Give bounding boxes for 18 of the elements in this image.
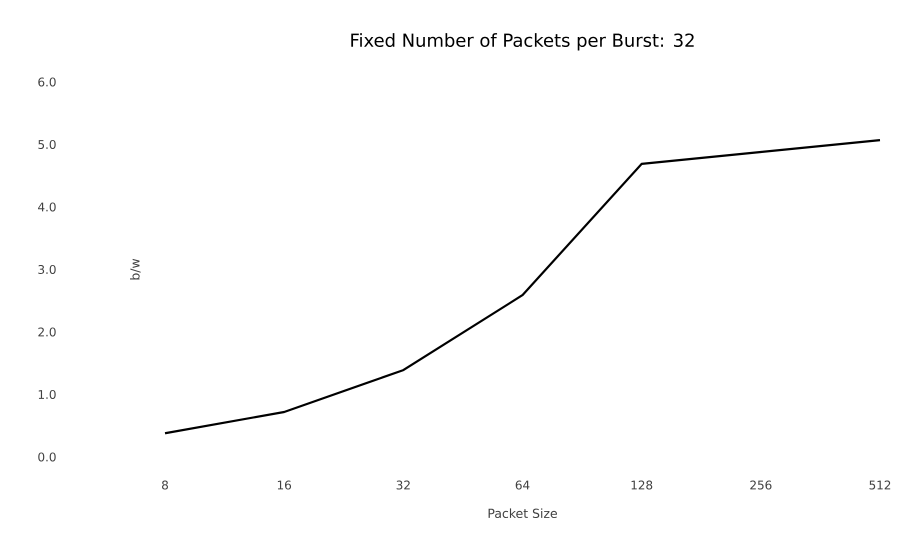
y-tick-label: 1.0	[38, 390, 56, 400]
y-axis-title: b/w	[130, 258, 141, 280]
chart-title: Fixed Number of Packets per Burst: 32	[351, 33, 694, 50]
x-tick-label: 32	[396, 480, 410, 490]
x-tick-label: 16	[278, 480, 292, 490]
y-tick-label: 4.0	[38, 202, 56, 212]
y-tick-label: 5.0	[38, 140, 56, 150]
x-tick-label: 8	[162, 480, 168, 490]
y-tick-label: 2.0	[38, 327, 56, 337]
y-tick-label: 3.0	[38, 264, 56, 274]
x-axis-title: Packet Size	[488, 508, 557, 518]
x-tick-label: 128	[632, 480, 652, 490]
x-tick-label: 64	[516, 480, 530, 490]
x-tick-label: 256	[750, 480, 772, 490]
y-tick-label: 6.0	[38, 77, 56, 87]
line-series	[164, 139, 882, 434]
x-tick-label: 512	[870, 480, 890, 490]
y-tick-label: 0.0	[38, 452, 56, 462]
